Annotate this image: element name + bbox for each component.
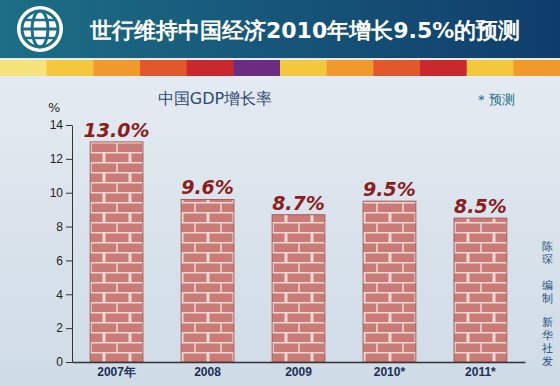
x-tick-label: 2011* [465, 365, 496, 379]
x-tick: 2009 [285, 362, 312, 379]
stripe [187, 60, 234, 76]
background [0, 0, 560, 386]
y-tick: 6 [56, 254, 72, 268]
credit: 陈琛 编制 [542, 240, 553, 305]
y-tick-label: 14 [50, 118, 64, 132]
chart: 世行维持中国经济2010年增长9.5%的预测中国GDP增长率% * 预测陈琛 编制… [0, 0, 560, 386]
y-tick-mark [66, 328, 72, 329]
header-band [0, 0, 560, 58]
y-axis: 0 2 4 6 8 10 12 14 [50, 118, 73, 369]
bar [181, 199, 234, 362]
y-tick-label: 8 [56, 220, 63, 234]
y-tick-label: 0 [56, 355, 63, 369]
y-tick-mark [66, 193, 72, 194]
y-tick: 10 [50, 186, 72, 200]
y-tick-mark [66, 294, 72, 295]
x-tick: 2011* [465, 362, 496, 379]
y-tick-label: 6 [56, 254, 63, 268]
y-tick: 0 [56, 355, 72, 369]
bar [272, 215, 325, 362]
data-label: 8.7% [272, 192, 325, 214]
x-tick: 2010* [374, 362, 406, 379]
y-axis-line [72, 126, 73, 363]
bars [90, 142, 507, 362]
stripe [513, 60, 560, 76]
y-tick: 2 [56, 321, 72, 335]
y-tick-label: 2 [56, 321, 63, 335]
stripe [280, 60, 327, 76]
y-tick: 4 [56, 288, 72, 302]
x-axis-line [73, 362, 526, 364]
y-tick-mark [66, 227, 72, 228]
stripe [0, 60, 47, 76]
x-tick-label: 2008 [194, 365, 221, 379]
data-label: 9.5% [363, 178, 416, 200]
stripe [420, 60, 467, 76]
y-tick: 14 [50, 118, 72, 132]
data-label: 9.6% [181, 176, 234, 198]
stripe [373, 60, 420, 76]
credit: 新华社发 [542, 316, 553, 368]
logo-disc [17, 6, 63, 52]
stripe [47, 60, 94, 76]
stripe [140, 60, 187, 76]
stripe [233, 60, 280, 76]
x-tick: 2008 [194, 362, 221, 379]
logo-ring [22, 11, 58, 47]
bar [90, 142, 143, 362]
x-tick-label: 2007年 [97, 365, 136, 379]
stripe [467, 60, 514, 76]
subtitle: 中国GDP增长率 [158, 89, 272, 108]
x-axis: 2007年 2008 2009 2010* 2011* [73, 362, 526, 379]
y-tick-mark [66, 260, 72, 261]
data-label: 8.5% [454, 195, 507, 217]
stripe [327, 60, 374, 76]
bar [363, 201, 416, 362]
logo-parallel [25, 37, 55, 40]
y-tick: 8 [56, 220, 72, 234]
logo-equator [22, 28, 58, 31]
bar [454, 218, 507, 362]
annotation: * 预测 [478, 92, 515, 107]
y-tick-mark [66, 125, 72, 126]
logo-parallel [25, 19, 55, 22]
y-tick-label: 12 [50, 152, 64, 166]
title: 世行维持中国经济2010年增长9.5%的预测 [89, 18, 520, 43]
data-label: 13.0% [84, 119, 150, 141]
y-tick: 12 [50, 152, 72, 166]
x-tick-label: 2010* [374, 365, 406, 379]
y-tick-label: 4 [56, 288, 63, 302]
axis-title: % [48, 100, 60, 115]
y-tick-mark [66, 362, 72, 363]
y-tick-label: 10 [50, 186, 64, 200]
x-tick: 2007年 [97, 362, 136, 379]
logo [17, 6, 63, 52]
y-tick-mark [66, 159, 72, 160]
x-tick-label: 2009 [285, 365, 312, 379]
stripe [93, 60, 140, 76]
